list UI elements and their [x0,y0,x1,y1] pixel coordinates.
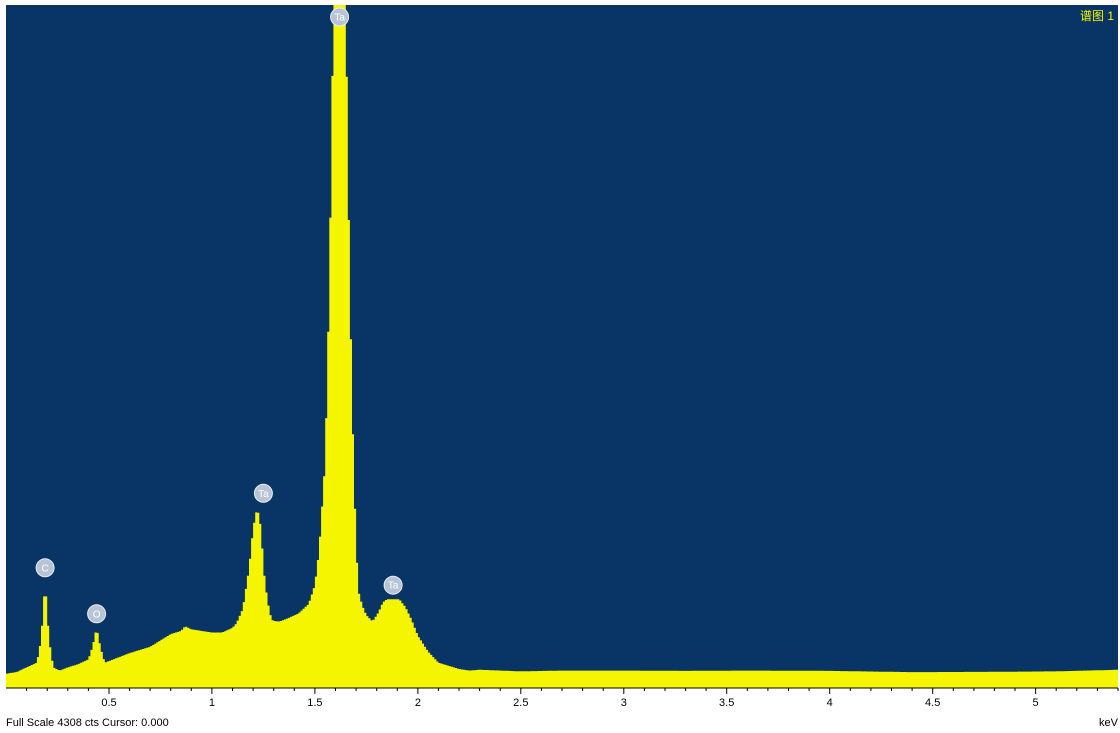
x-tick-label: 2.5 [513,697,528,709]
peak-marker-o[interactable]: O [87,604,107,624]
cursor-label: Cursor: [102,717,139,729]
peak-marker-ta[interactable]: Ta [253,483,273,503]
plot-background[interactable] [6,5,1118,688]
x-axis-ticks: 0.5 1 1.5 2 2.5 3 3.5 4 4.5 5 [26,688,1119,709]
peak-marker-circle [35,558,55,578]
full-scale-value: 4308 [57,717,82,729]
x-tick-label: 1 [209,697,215,709]
x-tick-label: 1.5 [307,697,322,709]
peak-marker-circle [253,483,273,503]
peak-element-label: Ta [334,13,345,24]
status-bar: Full Scale 4308 cts Cursor: 0.000 [6,717,169,729]
counts-unit: cts [84,717,99,729]
peak-markers: C O Ta Ta Ta [35,7,403,624]
peak-element-label: Ta [388,581,399,592]
peak-marker-circle [330,7,350,27]
peak-marker-c[interactable]: C [35,558,55,578]
x-tick-label: 3 [621,697,627,709]
peak-marker-circle [383,575,403,595]
peak-marker-circle [87,604,107,624]
x-tick-label: 4 [827,697,833,709]
x-axis-unit-label: keV [1099,717,1118,729]
x-tick-label: 2 [415,697,421,709]
x-tick-label: 5 [1033,697,1039,709]
peak-element-label: Ta [258,489,269,500]
cursor-value: 0.000 [141,717,169,729]
spectrum-name-label: 谱图 1 [1079,9,1114,23]
full-scale-label: Full Scale [6,717,55,729]
peak-marker-ta[interactable]: Ta [330,7,350,27]
x-tick-label: 0.5 [101,697,116,709]
x-tick-label: 4.5 [925,697,940,709]
peak-marker-ta[interactable]: Ta [383,575,403,595]
peak-element-label: O [93,609,101,620]
x-tick-label: 3.5 [719,697,734,709]
peak-element-label: C [41,563,48,574]
